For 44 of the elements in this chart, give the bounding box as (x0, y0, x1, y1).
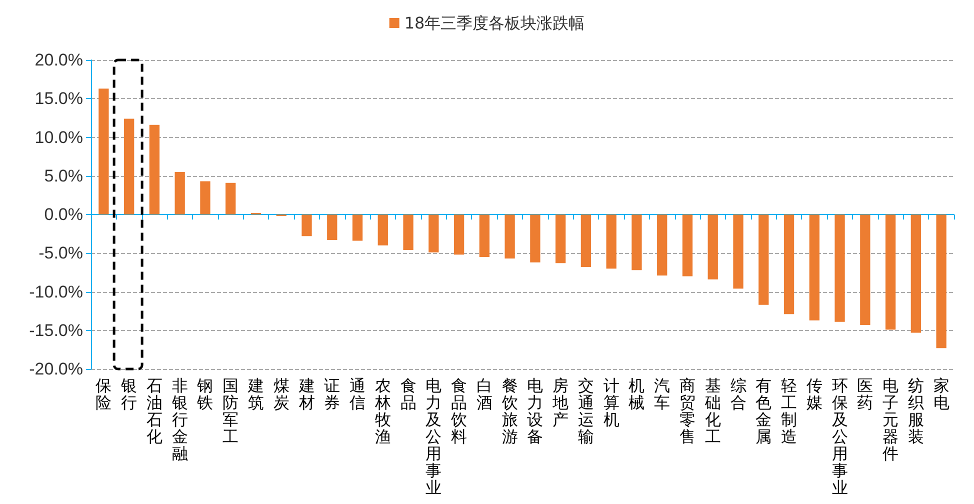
x-tick-label: 农林牧渔 (374, 376, 391, 446)
x-tick-label: 电子元器件 (882, 376, 899, 463)
x-tick-label: 房地产 (552, 376, 569, 429)
y-tick-label: -20.0% (29, 360, 83, 378)
x-tick-label: 纺织服装 (908, 376, 924, 446)
y-tick-label: -10.0% (29, 282, 83, 302)
x-tick-label: 非银行金融 (170, 376, 188, 463)
x-tick-label: 白酒 (476, 376, 492, 412)
x-tick-label: 通信 (350, 376, 366, 412)
x-tick-label: 汽车 (654, 376, 670, 412)
x-tick-label: 轻工制造 (781, 376, 798, 446)
x-tick-label: 电力设备 (527, 376, 544, 446)
y-tick-label: -5.0% (38, 244, 83, 263)
x-tick-label: 商贸零售 (679, 376, 696, 446)
x-tick-label: 综合 (730, 376, 746, 412)
x-tick-label: 食品饮料 (450, 376, 468, 446)
x-tick-label: 国防军工 (222, 376, 239, 446)
y-tick-label: 15.0% (34, 89, 83, 108)
x-tick-label: 电力及公用事业 (426, 376, 442, 497)
y-tick-label: 10.0% (34, 128, 83, 147)
x-tick-label: 保险 (96, 376, 112, 412)
y-tick-label: -15.0% (29, 320, 83, 340)
x-tick-label: 石油石化 (146, 376, 162, 446)
x-tick-label: 建筑 (246, 376, 264, 412)
x-tick-label: 机械 (628, 376, 645, 412)
x-tick-label: 环保及公用事业 (832, 376, 848, 497)
x-tick-label: 建材 (298, 376, 315, 412)
x-tick-label: 基础化工 (704, 376, 721, 446)
x-tick-label: 钢铁 (196, 376, 214, 412)
x-tick-label: 计算机 (603, 376, 620, 429)
x-tick-label: 医药 (857, 376, 874, 412)
y-tick-label: 5.0% (44, 166, 83, 186)
x-tick-label: 传媒 (806, 376, 822, 412)
x-tick-label: 有色金属 (756, 376, 772, 446)
x-tick-label: 煤炭 (273, 376, 290, 412)
x-tick-label: 银行 (120, 376, 138, 412)
x-tick-label: 食品 (400, 376, 416, 412)
legend-label: 18年三季度各板块涨跌幅 (404, 14, 585, 32)
x-tick-label: 证券 (324, 376, 340, 412)
y-tick-label: 0.0% (44, 205, 83, 224)
x-tick-label: 家电 (933, 376, 950, 412)
x-tick-label: 餐饮旅游 (500, 376, 518, 446)
x-tick-label: 交通运输 (578, 376, 594, 446)
y-tick-label: 20.0% (34, 50, 83, 70)
